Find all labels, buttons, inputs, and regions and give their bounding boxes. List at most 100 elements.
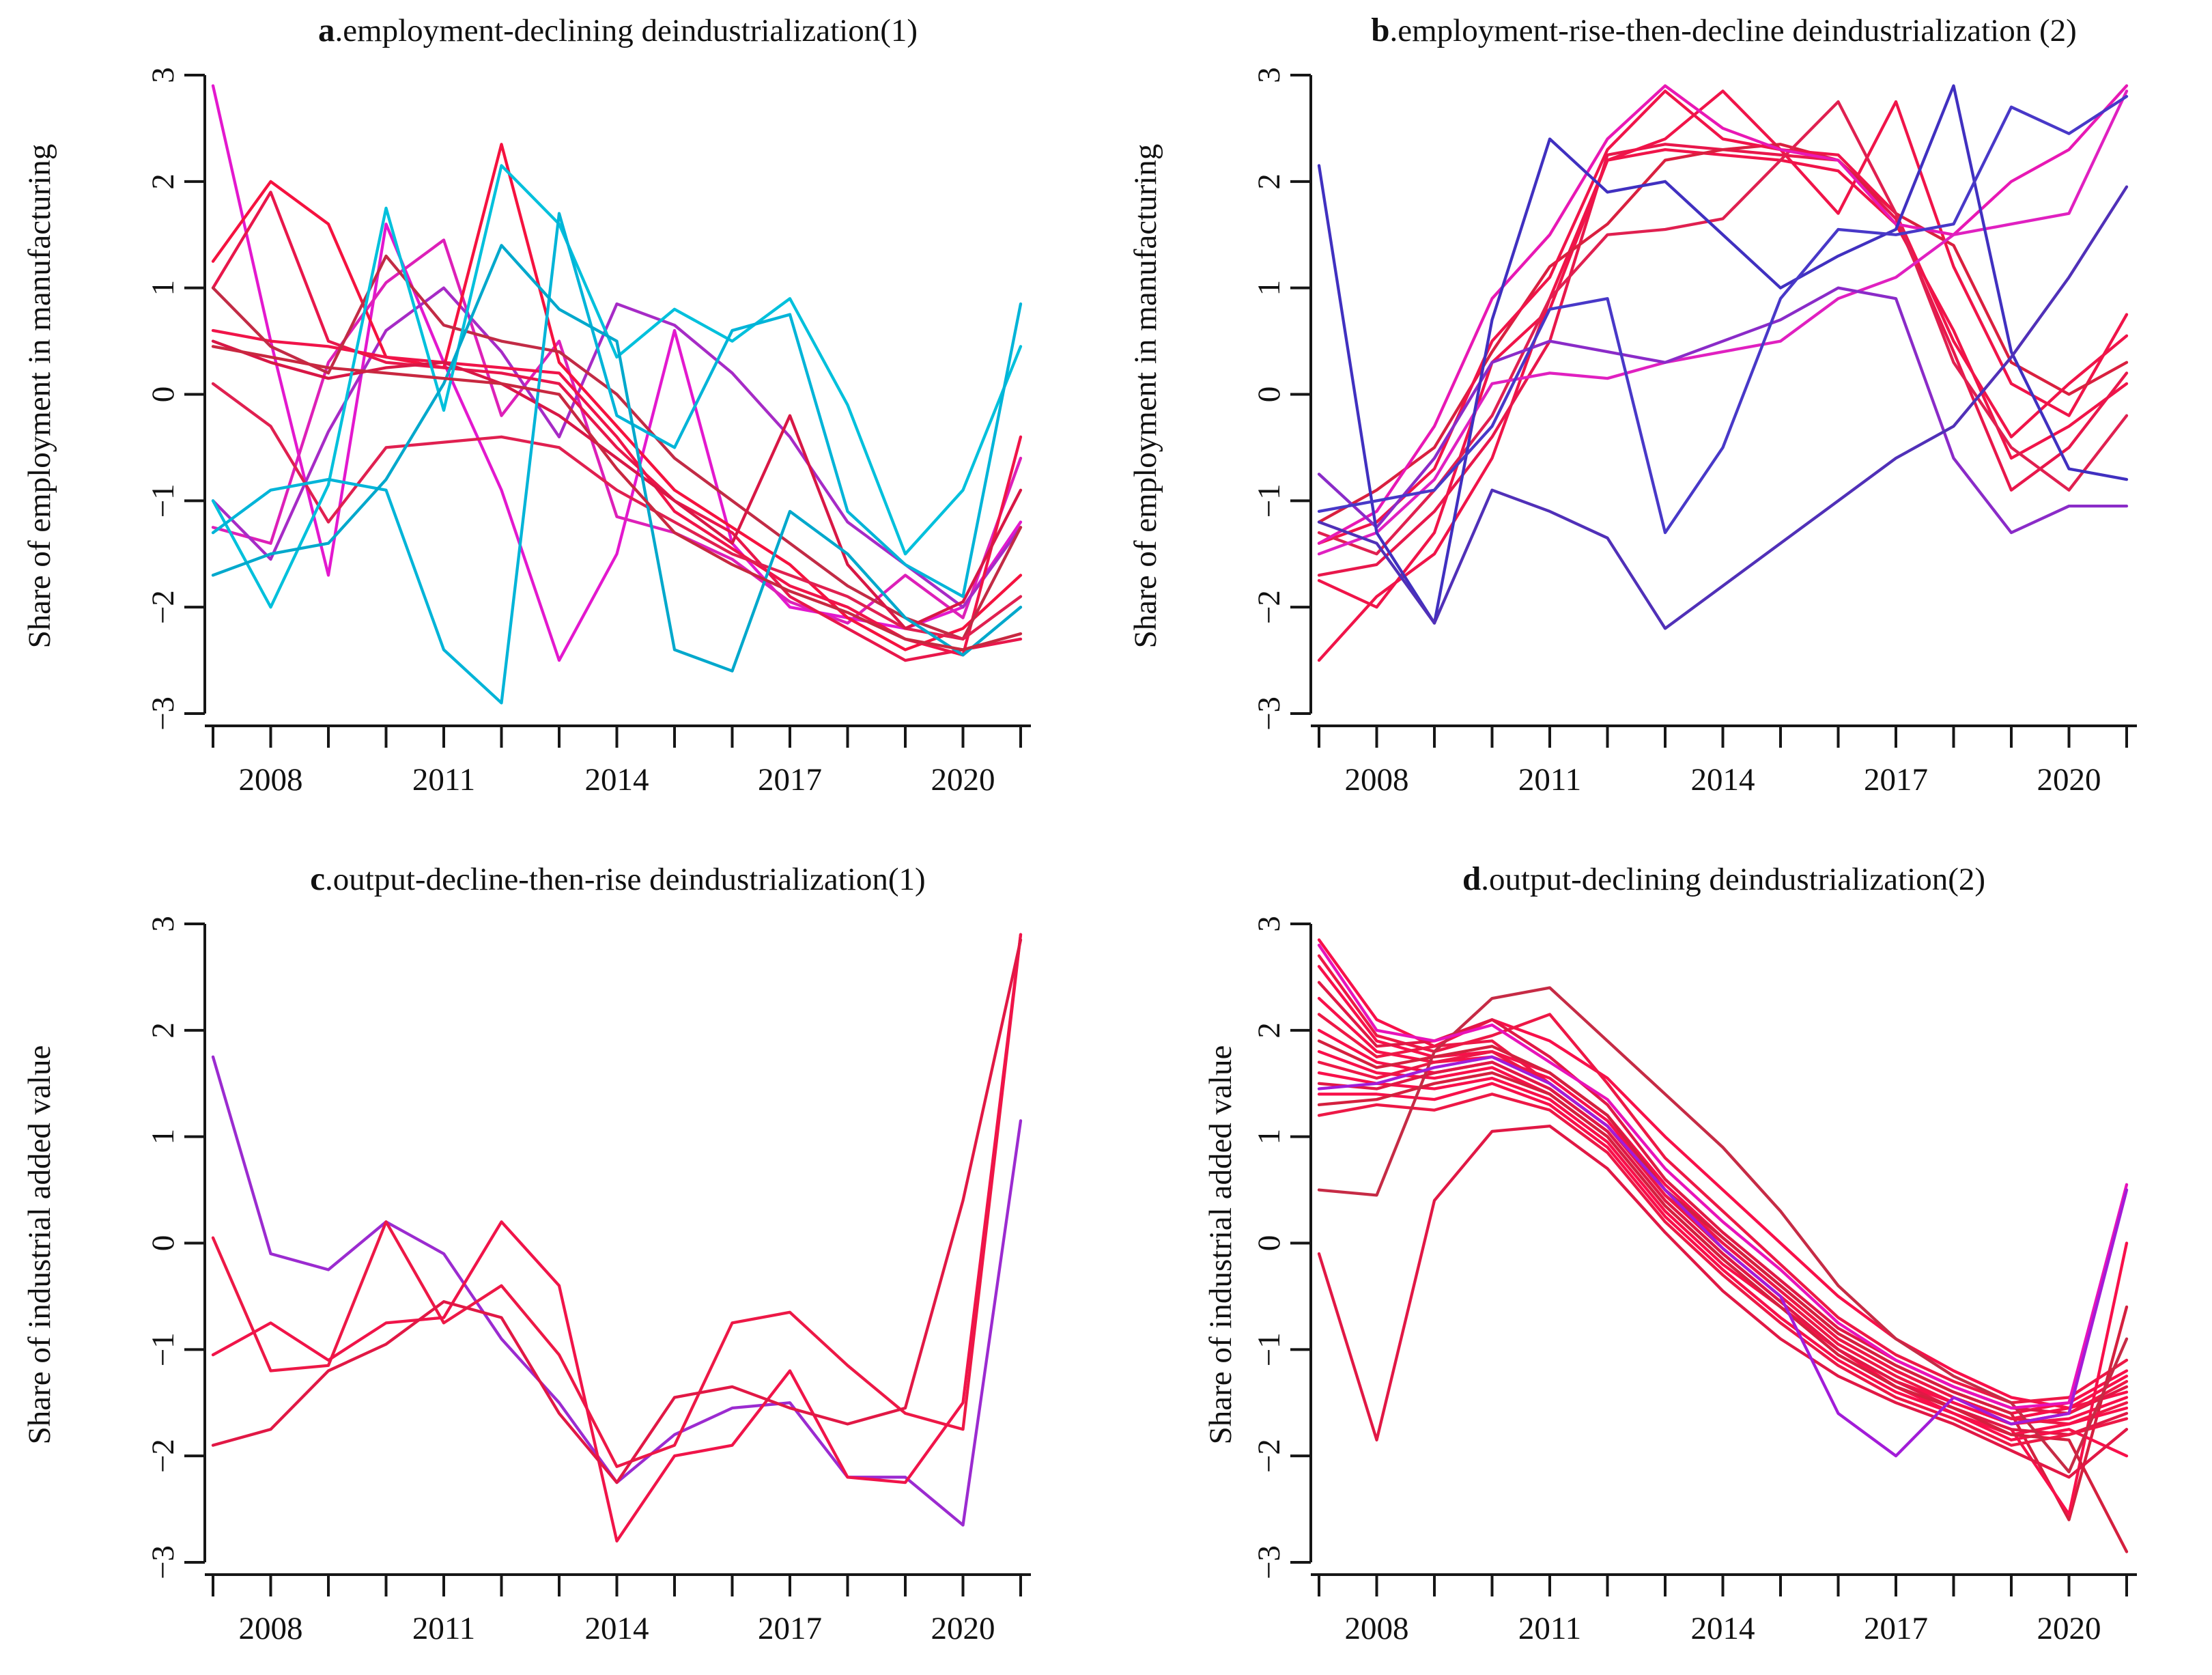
y-tick-label: 2 [1251, 1022, 1287, 1039]
x-tick-label: 2017 [1864, 762, 1928, 798]
series-line-b3 [1317, 89, 2129, 609]
x-tick-label: 2011 [412, 1611, 475, 1646]
y-tick-label: −2 [1251, 1439, 1287, 1473]
x-tick-label: 2020 [931, 762, 995, 798]
series-line-d1 [1317, 938, 2129, 1410]
panel-a-title-text: .employment-declining deindustrializatio… [335, 13, 918, 48]
series-line-d17 [1317, 1124, 2129, 1479]
panel-d: d.output-declining deindustrialization(2… [1106, 852, 2212, 1675]
panel-c-title-letter: c [310, 860, 326, 897]
panel-d-title-text: .output-declining deindustrialization(2) [1481, 862, 1986, 897]
panel-b: b.employment-rise-then-decline deindustr… [1106, 3, 2212, 826]
x-tick-label: 2011 [1518, 762, 1581, 798]
series-line-b9 [1317, 286, 2129, 535]
y-tick-label: −1 [1251, 1332, 1287, 1366]
y-tick-label: −2 [145, 590, 181, 624]
y-tick-label: −2 [1251, 590, 1287, 624]
series-line-c4 [211, 938, 1023, 1484]
panel-b-title-text: .employment-rise-then-decline deindustri… [1389, 13, 2077, 48]
series-line-a10 [211, 164, 1023, 609]
panel-b-title-letter: b [1371, 11, 1390, 48]
panel-b-title: b.employment-rise-then-decline deindustr… [1371, 10, 2077, 49]
x-tick-label: 2017 [758, 1611, 822, 1646]
series-line-b12 [1317, 185, 2129, 630]
series-line-a6 [211, 328, 1023, 657]
y-tick-label: −2 [145, 1439, 181, 1473]
y-tick-label: 3 [145, 67, 181, 83]
y-tick-label: 0 [145, 1235, 181, 1252]
panel-c-title-text: .output-decline-then-rise deindustrializ… [325, 862, 926, 897]
y-tick-label: 1 [1251, 1129, 1287, 1145]
series-line-d18 [1317, 944, 2129, 1410]
x-tick-label: 2008 [239, 1611, 303, 1646]
series-line-a12 [211, 244, 1023, 673]
x-tick-label: 2020 [931, 1611, 995, 1646]
series-line-a13 [211, 345, 1023, 651]
x-tick-label: 2011 [1518, 1611, 1581, 1646]
panel-a: a.employment-declining deindustrializati… [0, 3, 1106, 826]
y-tick-label: 2 [1251, 173, 1287, 190]
x-tick-label: 2014 [585, 1611, 649, 1646]
y-tick-label: 1 [145, 280, 181, 296]
panel-b-chart: 3 2 1 0 −1 −2 −3 2008 2011 2014 2017 2020 [1251, 67, 2137, 798]
series-line-a8 [211, 382, 1023, 641]
series-line-b4 [1317, 143, 2129, 524]
panel-d-chart: 3 2 1 0 −1 −2 −3 2008 2011 2014 2017 2020 [1251, 916, 2137, 1646]
y-tick-label: 0 [1251, 1235, 1287, 1252]
y-tick-label: −3 [145, 1545, 181, 1579]
x-tick-label: 2017 [1864, 1611, 1928, 1646]
y-tick-label: −1 [1251, 483, 1287, 518]
series-line-a9 [211, 339, 1023, 630]
x-tick-label: 2014 [585, 762, 649, 798]
series-line-b6 [1317, 100, 2129, 556]
series-line-a4 [211, 143, 1023, 651]
series-line-d14 [1317, 1071, 2129, 1553]
x-tick-label: 2008 [239, 762, 303, 798]
series-line-d8 [1317, 1039, 2129, 1521]
series-line-d11 [1317, 1071, 2129, 1437]
panel-d-ylabel: Share of industrial added value [1203, 1045, 1238, 1445]
y-tick-label: −3 [145, 696, 181, 731]
series-line-c2 [211, 933, 1023, 1468]
panel-a-title-letter: a [317, 11, 335, 48]
series-line-b2 [1317, 143, 2129, 577]
series-line-a1 [211, 84, 1023, 662]
y-tick-label: 1 [1251, 280, 1287, 296]
y-tick-label: 0 [1251, 386, 1287, 403]
y-tick-label: 2 [145, 1022, 181, 1039]
series-line-a2 [211, 238, 1023, 625]
series-line-d9 [1317, 1050, 2129, 1517]
series-line-c3 [211, 933, 1023, 1543]
series-line-d12 [1317, 1060, 2129, 1437]
y-tick-label: 1 [145, 1129, 181, 1145]
series-line-b11 [1317, 95, 2129, 535]
series-line-b8 [1317, 89, 2129, 556]
series-line-d19 [1317, 1055, 2129, 1458]
x-tick-label: 2020 [2037, 762, 2101, 798]
panel-c: c.output-decline-then-rise deindustriali… [0, 852, 1106, 1675]
x-tick-label: 2014 [1691, 762, 1755, 798]
x-tick-label: 2011 [412, 762, 475, 798]
series-line-d10 [1317, 1050, 2129, 1426]
panel-c-chart: 3 2 1 0 −1 −2 −3 2008 2011 2014 2017 2020 [145, 916, 1031, 1646]
x-tick-label: 2020 [2037, 1611, 2101, 1646]
x-tick-label: 2008 [1345, 762, 1409, 798]
series-line-a5 [211, 191, 1023, 662]
series-line-c1 [211, 1055, 1023, 1527]
y-tick-label: −1 [145, 1332, 181, 1366]
panel-d-title: d.output-declining deindustrialization(2… [1462, 859, 1985, 898]
y-tick-label: −3 [1251, 696, 1287, 731]
panel-a-chart: 3 2 1 0 −1 −2 −3 2008 2011 2014 2017 2020 [145, 67, 1031, 798]
y-tick-label: 0 [145, 386, 181, 403]
series-line-d2 [1317, 954, 2129, 1405]
series-line-d13 [1317, 1082, 2129, 1458]
y-tick-label: 2 [145, 173, 181, 190]
panel-c-ylabel: Share of industrial added value [22, 1045, 57, 1445]
x-tick-label: 2008 [1345, 1611, 1409, 1646]
y-tick-label: 3 [145, 916, 181, 932]
y-tick-label: −1 [145, 483, 181, 518]
panel-d-title-letter: d [1462, 860, 1481, 897]
series-line-b7 [1317, 84, 2129, 545]
panel-b-ylabel: Share of employment in manufacturing [1128, 143, 1163, 649]
series-line-d7 [1317, 1028, 2129, 1426]
